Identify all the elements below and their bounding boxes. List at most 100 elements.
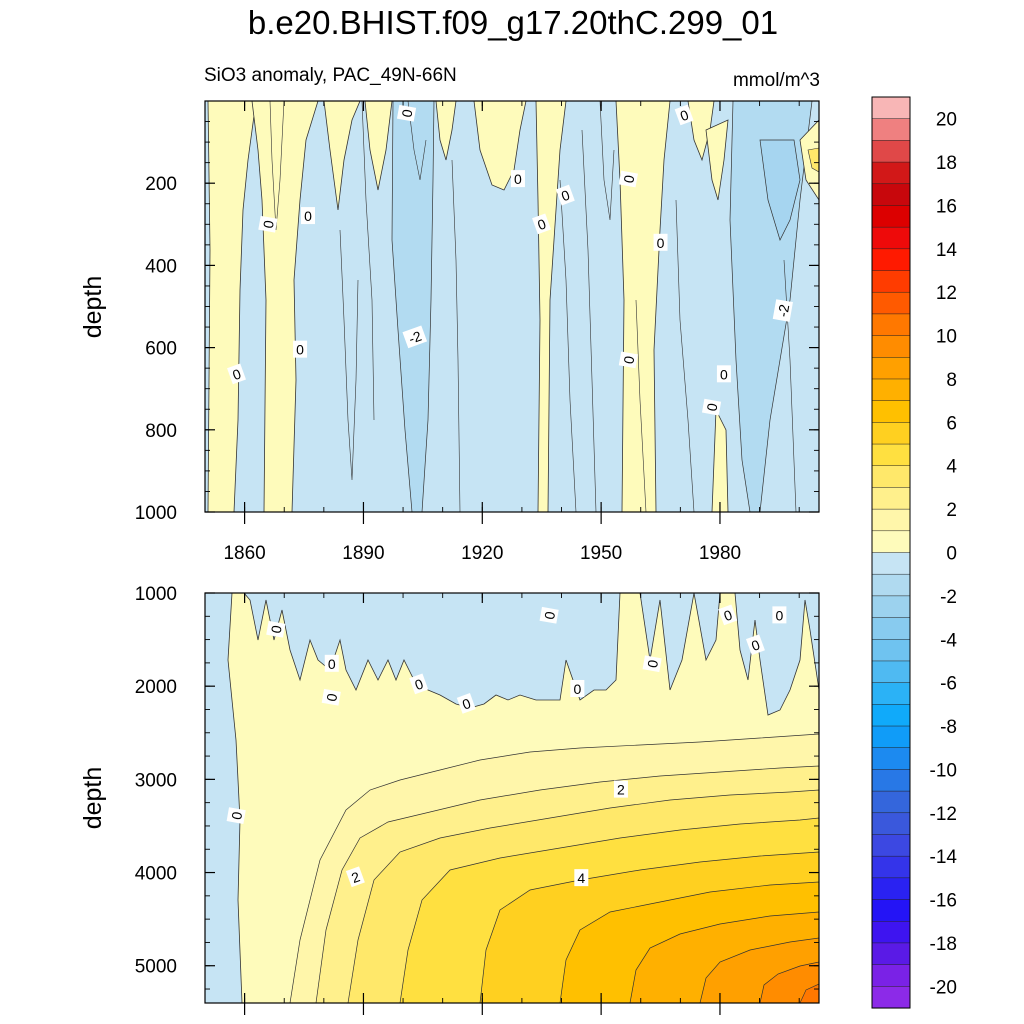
contour-label: 0 <box>570 679 585 697</box>
upper-contour-lines <box>269 101 797 512</box>
contour-label-box <box>539 606 559 624</box>
contour-label: 0 <box>618 170 638 188</box>
colorbar-swatch <box>871 747 911 770</box>
x-tick-label: 1860 <box>223 543 265 564</box>
colorbar-swatch <box>871 508 911 532</box>
contour-label-text: 0 <box>328 656 336 672</box>
colorbar-label: -2 <box>940 587 957 608</box>
colorbar-label: 14 <box>936 240 958 261</box>
contour-label: 0 <box>226 807 246 824</box>
contour-label-box <box>716 365 731 383</box>
contour-label-text: 0 <box>398 108 415 119</box>
colorbar-label: 16 <box>936 196 957 217</box>
upper-field <box>205 101 819 512</box>
colorbar-swatch <box>871 161 911 185</box>
contour-label: 0 <box>324 654 339 672</box>
upper-contour-line <box>361 101 375 421</box>
colorbar-swatch <box>871 422 911 445</box>
colorbar-swatch <box>871 855 911 879</box>
upper-contour-line <box>783 259 797 512</box>
contour-label-box <box>570 679 585 697</box>
contour-label-box <box>674 104 694 126</box>
upper-positive-region <box>807 147 819 173</box>
upper-axis-ticks: 200 400 600 800 1000 <box>135 100 819 524</box>
colorbar-label: 2 <box>946 500 957 521</box>
contour-label-box <box>227 363 247 385</box>
contour-label-box <box>555 184 575 206</box>
lower-field <box>205 593 819 1003</box>
colorbar-swatch <box>871 313 911 337</box>
colorbar-label: 20 <box>936 110 957 131</box>
contour-label-box <box>642 655 662 673</box>
upper-contour-line <box>339 229 359 481</box>
colorbar-label: -18 <box>930 934 957 955</box>
colorbar-label: 18 <box>936 153 957 174</box>
upper-ylabel: depth <box>79 276 107 339</box>
contour-label-text: 0 <box>304 208 312 224</box>
contour-label: 0 <box>618 351 638 369</box>
colorbar-label: -8 <box>940 717 957 738</box>
x-tick-label: 1950 <box>580 543 622 564</box>
contour-label-box <box>226 807 246 824</box>
upper-positive-region <box>535 101 567 512</box>
colorbar-swatch <box>871 140 911 163</box>
colorbar-label: -4 <box>940 630 957 651</box>
upper-positive-region <box>323 101 361 211</box>
contour-label: 0 <box>456 693 476 714</box>
contour-label: 4 <box>574 869 589 887</box>
contour-label-box <box>618 351 638 369</box>
colorbar-swatch <box>871 899 911 922</box>
contour-label: 0 <box>642 655 662 673</box>
chart-title: b.e20.BHIST.f09_g17.20thC.299_01 <box>248 4 778 41</box>
x-tick-label: 1890 <box>342 543 384 564</box>
colorbar-swatch <box>871 357 911 380</box>
contour-label-box <box>745 634 765 656</box>
colorbar-swatch <box>871 573 911 597</box>
colorbar: 20181614121086420-2-4-6-8-10-12-14-16-18… <box>871 96 958 1009</box>
colorbar-frame <box>871 96 911 1009</box>
colorbar-swatch <box>871 530 911 554</box>
lower-positive-band <box>759 961 819 1003</box>
contour-label-text: 0 <box>296 342 304 358</box>
contour-label: 0 <box>539 606 559 624</box>
colorbar-label: -16 <box>930 891 957 912</box>
contour-label: 0 <box>701 398 722 416</box>
upper-contour-line <box>599 101 615 221</box>
contour-label: -2 <box>402 325 428 349</box>
contour-label-text: 2 <box>617 782 625 798</box>
lower-plot-frame <box>204 592 820 1004</box>
contour-label-box <box>321 688 341 706</box>
contour-label-box <box>300 207 315 225</box>
y-tick-label: 3000 <box>135 770 177 791</box>
y-tick-label: 1000 <box>135 584 177 605</box>
contour-label-box <box>293 340 308 358</box>
lower-ylabel: depth <box>79 767 107 830</box>
contour-label-text: 0 <box>514 171 522 187</box>
y-tick-label: 1000 <box>135 503 177 524</box>
colorbar-swatch <box>871 682 911 705</box>
colorbar-swatch <box>871 595 911 619</box>
upper-contour-line <box>581 129 597 512</box>
colorbar-swatch <box>871 552 911 575</box>
contour-label-box <box>574 869 589 887</box>
colorbar-swatch <box>871 335 911 358</box>
upper-positive-region <box>705 119 729 201</box>
contour-label-box <box>510 170 525 188</box>
contour-label: 0 <box>321 688 341 706</box>
colorbar-swatch <box>871 465 911 488</box>
contour-label: 0 <box>293 340 308 358</box>
colorbar-swatch <box>871 400 911 423</box>
contour-label-box <box>396 104 417 122</box>
contour-label-text: 0 <box>228 810 245 821</box>
upper-positive-region <box>473 101 527 191</box>
contour-label-text: 0 <box>703 402 720 413</box>
contour-label: 0 <box>718 604 738 626</box>
contour-label-box <box>456 693 476 714</box>
colorbar-swatch <box>871 877 911 901</box>
colorbar-swatch <box>871 183 911 207</box>
contour-label: 0 <box>772 606 787 624</box>
contour-label-text: 0 <box>268 624 285 635</box>
